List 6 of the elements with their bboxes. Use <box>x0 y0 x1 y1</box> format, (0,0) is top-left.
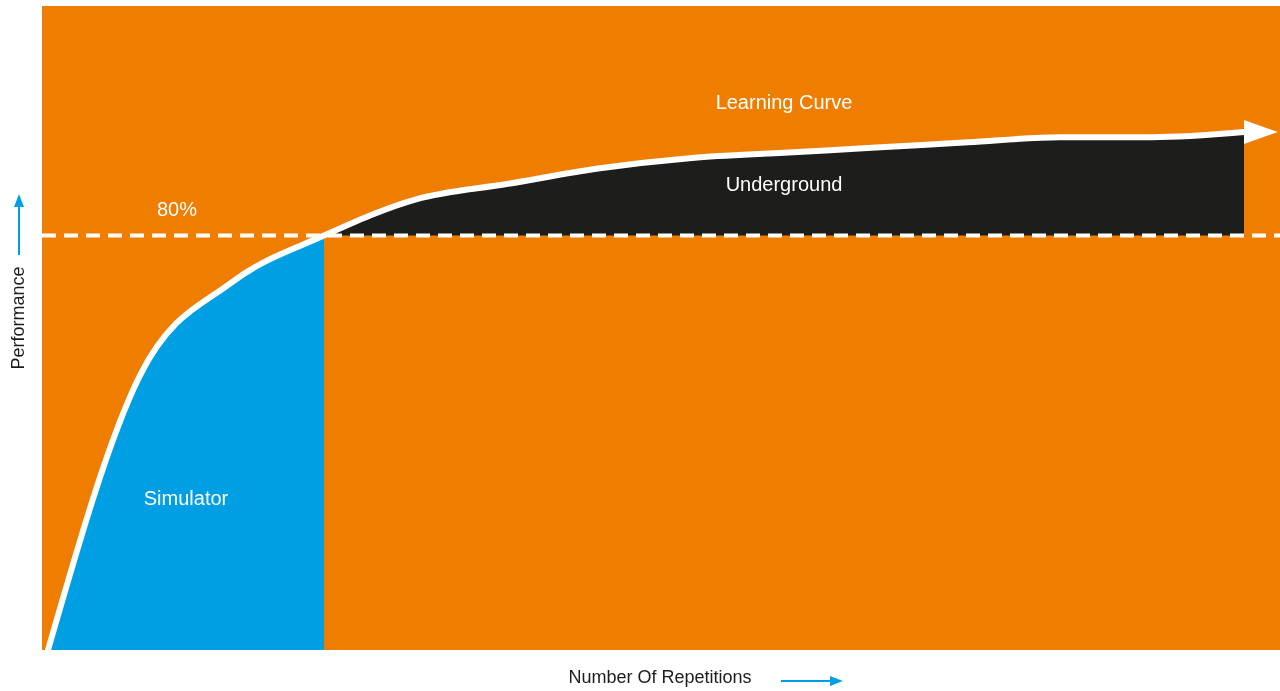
series-label: Learning Curve <box>715 90 853 113</box>
y-axis-title: Performance <box>8 266 28 370</box>
ref-line-label: 80% <box>156 197 198 220</box>
series-label: Simulator <box>143 486 229 509</box>
series-label: Underground <box>725 172 843 195</box>
x-axis-title: Number Of Repetitions <box>568 667 752 687</box>
